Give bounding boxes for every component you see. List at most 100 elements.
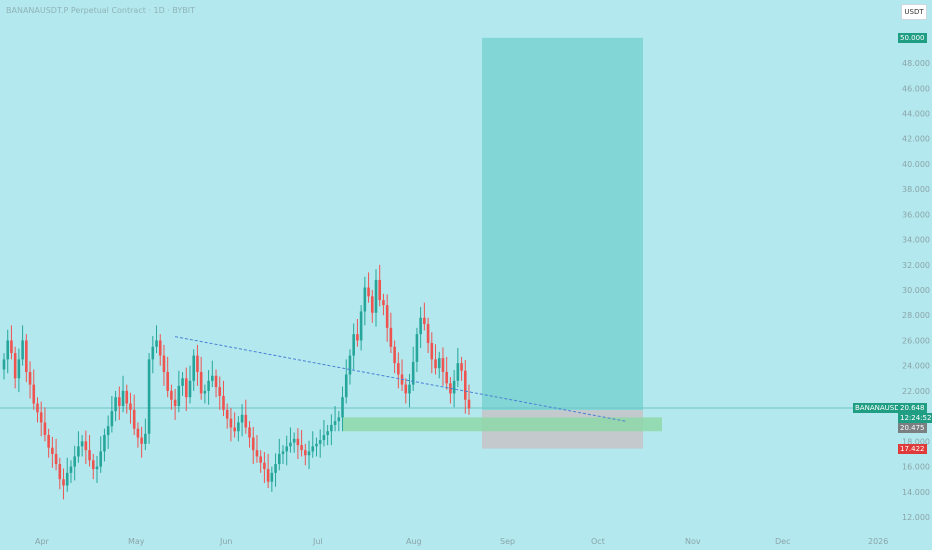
candle[interactable] <box>315 437 318 457</box>
candle[interactable] <box>211 360 214 388</box>
candle[interactable] <box>259 450 262 473</box>
candle[interactable] <box>132 394 136 436</box>
candle[interactable] <box>43 407 47 442</box>
candle[interactable] <box>393 340 396 374</box>
target-zone[interactable] <box>482 37 643 411</box>
candle[interactable] <box>296 428 300 459</box>
candle[interactable] <box>192 349 196 391</box>
candle[interactable] <box>181 371 184 396</box>
candle[interactable] <box>214 369 218 398</box>
candle[interactable] <box>344 359 348 404</box>
candle[interactable] <box>229 407 233 442</box>
candle[interactable] <box>103 428 106 462</box>
candle[interactable] <box>460 356 463 381</box>
candle[interactable] <box>251 426 255 465</box>
candle[interactable] <box>147 353 151 444</box>
candle[interactable] <box>237 416 240 442</box>
candle[interactable] <box>80 435 84 457</box>
candle[interactable] <box>363 276 367 326</box>
candle[interactable] <box>330 414 333 446</box>
candle[interactable] <box>162 344 166 386</box>
candle[interactable] <box>110 395 114 433</box>
candle[interactable] <box>196 344 199 386</box>
candle[interactable] <box>415 327 419 372</box>
candle[interactable] <box>266 453 270 488</box>
candle[interactable] <box>285 435 289 466</box>
candle[interactable] <box>47 428 50 458</box>
candle[interactable] <box>58 457 62 490</box>
candle[interactable] <box>106 415 110 449</box>
candle[interactable] <box>333 406 337 432</box>
candle[interactable] <box>2 353 6 380</box>
candle[interactable] <box>21 325 24 366</box>
trendline[interactable] <box>175 336 626 422</box>
candle[interactable] <box>356 319 359 347</box>
candle[interactable] <box>400 359 404 391</box>
candle[interactable] <box>463 360 467 414</box>
candle[interactable] <box>292 432 296 453</box>
candle[interactable] <box>281 445 285 465</box>
candle[interactable] <box>62 468 65 500</box>
candle[interactable] <box>326 424 329 446</box>
candle[interactable] <box>419 307 422 349</box>
candle[interactable] <box>322 419 326 447</box>
candle[interactable] <box>158 334 162 366</box>
candle[interactable] <box>28 361 32 399</box>
candle[interactable] <box>233 412 236 438</box>
candle[interactable] <box>337 411 341 432</box>
candle[interactable] <box>118 386 121 420</box>
candle[interactable] <box>389 312 393 354</box>
candle[interactable] <box>188 365 192 404</box>
candle[interactable] <box>144 418 147 451</box>
candle[interactable] <box>467 384 471 415</box>
candle[interactable] <box>445 356 448 390</box>
candle[interactable] <box>430 332 434 374</box>
candle[interactable] <box>240 404 244 437</box>
candle[interactable] <box>382 293 385 316</box>
candle[interactable] <box>136 422 140 448</box>
candle[interactable] <box>199 356 203 400</box>
candle[interactable] <box>25 334 28 383</box>
candle[interactable] <box>263 452 266 483</box>
candle[interactable] <box>51 436 54 468</box>
candle[interactable] <box>36 397 39 423</box>
candle[interactable] <box>370 290 374 323</box>
candle[interactable] <box>218 376 222 410</box>
candle[interactable] <box>173 389 177 420</box>
candle[interactable] <box>73 445 76 481</box>
candle[interactable] <box>114 390 117 422</box>
candle[interactable] <box>84 430 88 465</box>
candle[interactable] <box>54 438 58 471</box>
candle[interactable] <box>65 457 69 492</box>
candle[interactable] <box>341 386 344 432</box>
candle[interactable] <box>397 352 400 389</box>
candle[interactable] <box>225 403 229 429</box>
candle[interactable] <box>248 421 251 448</box>
candle[interactable] <box>270 466 274 492</box>
candle[interactable] <box>39 401 43 437</box>
candle[interactable] <box>121 375 125 413</box>
candle[interactable] <box>222 380 225 417</box>
candle[interactable] <box>367 272 370 303</box>
candle[interactable] <box>99 436 103 473</box>
candle[interactable] <box>274 453 277 487</box>
candle[interactable] <box>95 455 99 483</box>
candle[interactable] <box>449 377 452 404</box>
candle[interactable] <box>452 370 456 408</box>
candle[interactable] <box>155 325 158 354</box>
candle[interactable] <box>203 384 207 404</box>
candle[interactable] <box>6 329 10 374</box>
candle[interactable] <box>184 367 188 412</box>
support-zone[interactable] <box>343 417 662 432</box>
candle[interactable] <box>69 460 73 483</box>
candle[interactable] <box>374 269 378 327</box>
candle[interactable] <box>170 384 173 410</box>
candle[interactable] <box>434 344 437 375</box>
candle[interactable] <box>378 264 382 307</box>
candle[interactable] <box>348 349 352 385</box>
candle[interactable] <box>437 351 441 379</box>
candle[interactable] <box>10 325 13 360</box>
candle[interactable] <box>17 348 21 393</box>
candle[interactable] <box>385 294 389 342</box>
